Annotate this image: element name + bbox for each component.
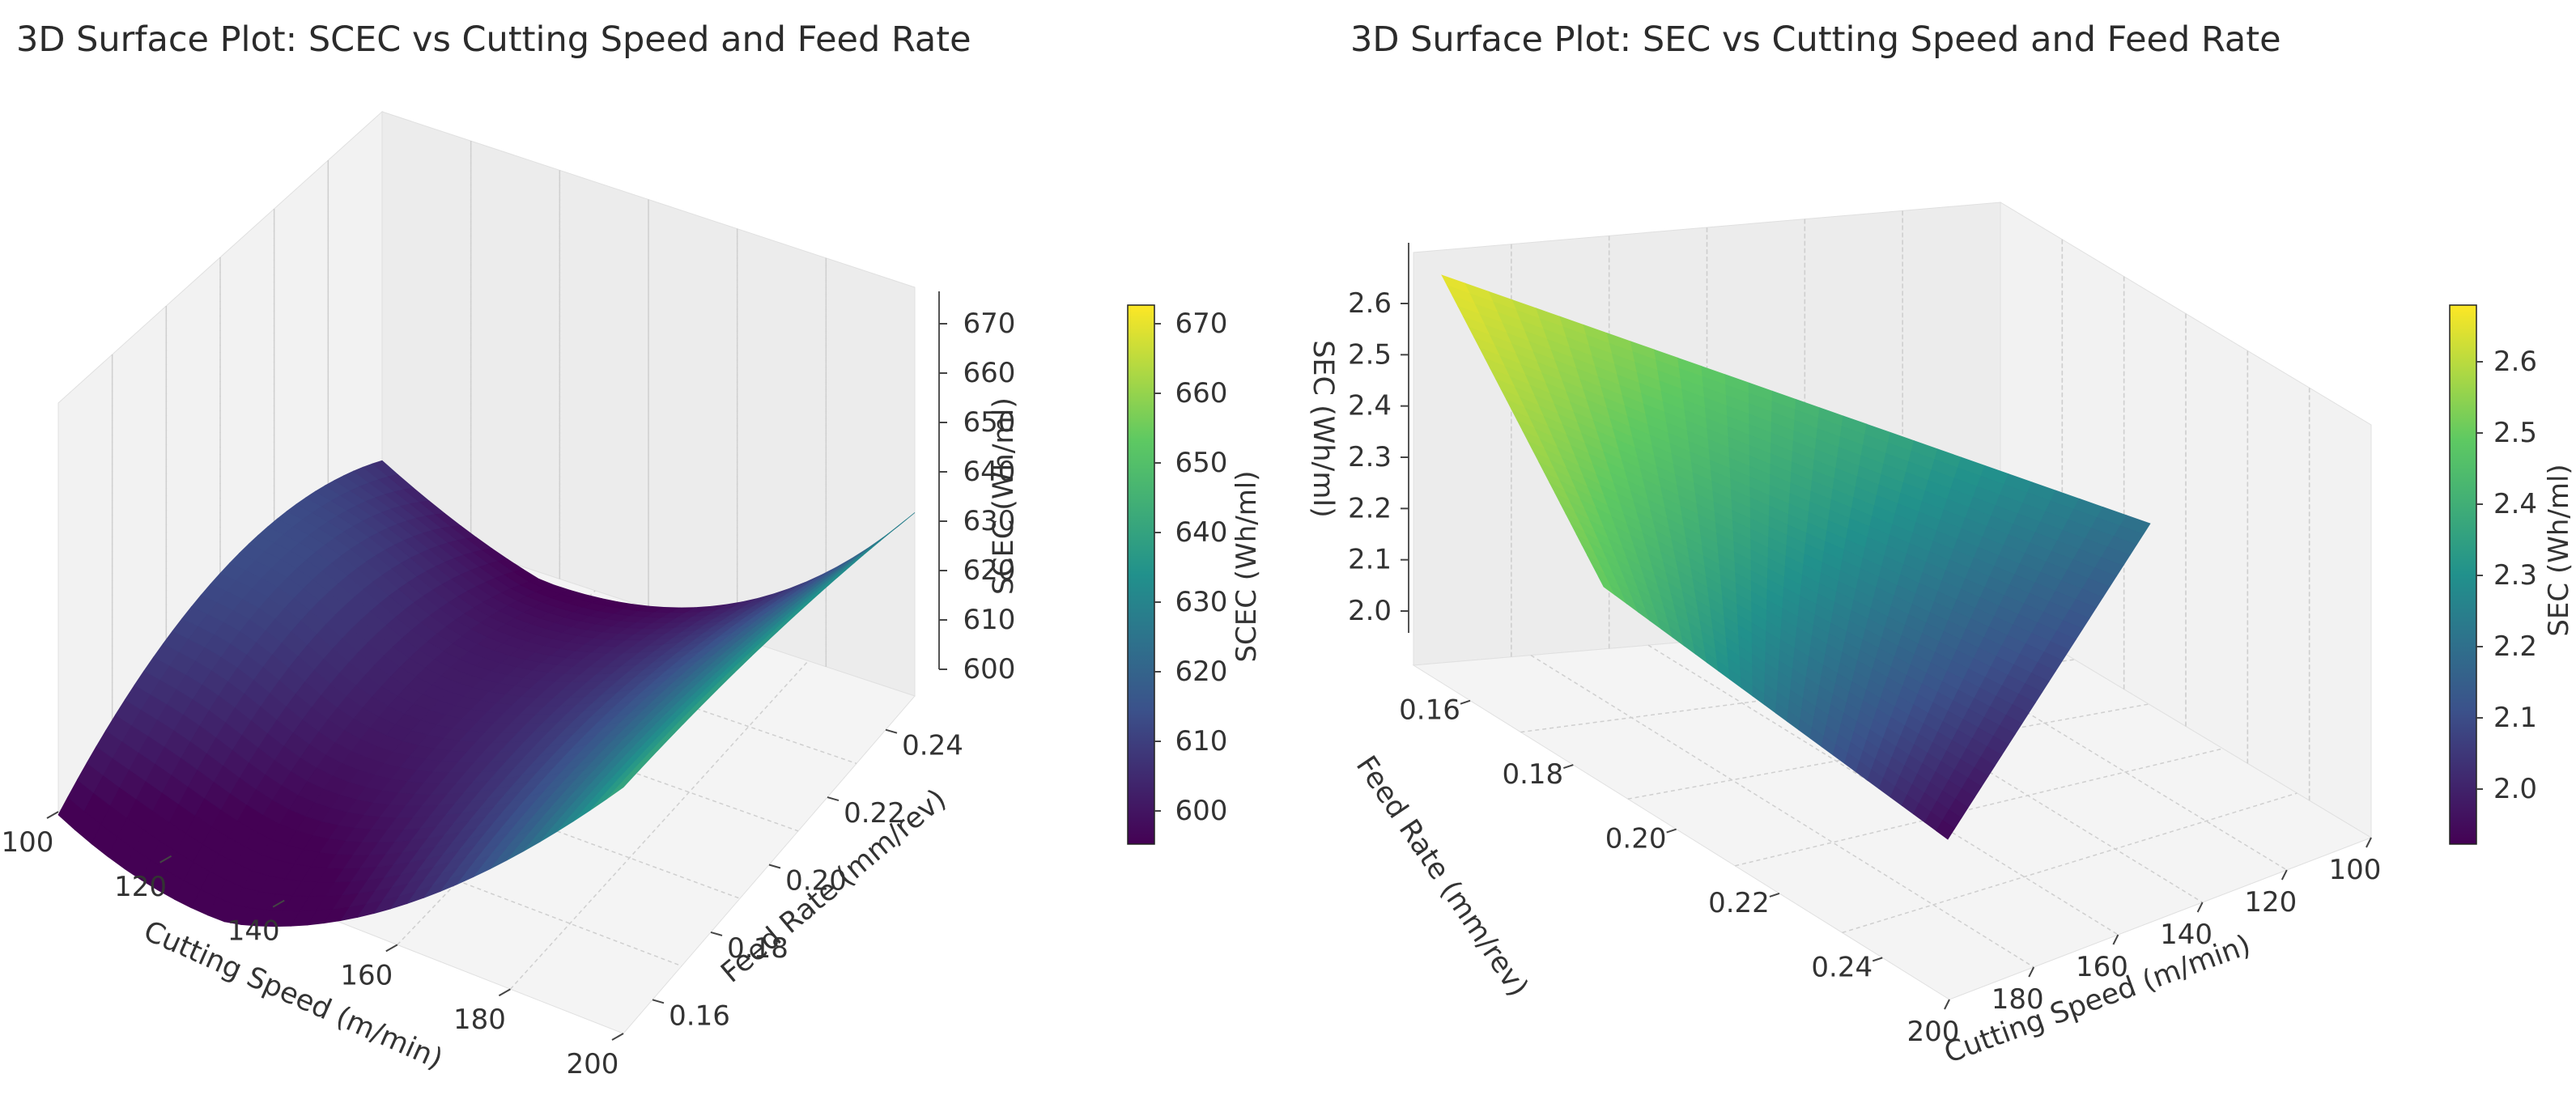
x-tick-label: 180 [1992, 983, 2044, 1016]
x-tick-label: 100 [2, 826, 54, 859]
colorbar-label: SCEC (Wh/ml) [1231, 470, 1263, 662]
x-tick-label: 180 [453, 1004, 506, 1036]
colorbar-tick-label: 600 [1175, 795, 1228, 827]
z-tick-label: 650 [963, 406, 1016, 439]
colorbar-label: SEC (Wh/ml) [2543, 464, 2575, 636]
z-tick-label: 660 [963, 357, 1016, 389]
z-tick-label: 2.2 [1348, 492, 1392, 524]
colorbar-tick-label: 2.4 [2493, 488, 2537, 520]
y-tick-label: 0.18 [727, 932, 789, 965]
z-tick-label: 2.0 [1348, 595, 1392, 627]
surface-facet [890, 512, 916, 533]
y-tick-mark [827, 796, 840, 802]
z-tick-label: 630 [963, 505, 1016, 537]
colorbar-tick-label: 610 [1175, 725, 1228, 758]
scec-surface-plot: 100 120 140 160 180 200 0.16 0.18 0.20 0.22 0.24 60… [2, 110, 1263, 1080]
x-tick-mark [46, 811, 59, 819]
y-tick-mark [768, 864, 781, 869]
x-tick-mark [2112, 934, 2119, 945]
y-tick-mark [710, 931, 723, 936]
z-tick-label: 600 [963, 653, 1016, 685]
y-tick-mark [1769, 893, 1780, 898]
colorbar-tick-label: 660 [1175, 377, 1228, 410]
y-tick-label: 0.22 [1708, 887, 1770, 919]
z-tick-label: 620 [963, 554, 1016, 587]
x-tick-mark [611, 1033, 624, 1041]
colorbar-tick-label: 2.5 [2493, 417, 2537, 449]
z-axis-label: SCEC (Wh/ml) [988, 397, 1020, 595]
x-tick-label: 200 [567, 1048, 619, 1080]
z-tick-label: 640 [963, 456, 1016, 488]
z-axis-label: SEC (Wh/ml) [1307, 340, 1339, 518]
z-tick-label: 2.1 [1348, 544, 1392, 576]
x-tick-mark [498, 988, 511, 997]
colorbar-tick-label: 640 [1175, 516, 1228, 549]
sec-surface-plot: 2.0 2.1 2.2 2.3 2.4 2.5 2.6 0.16 0.18 0.20 0.22 0.2… [1307, 202, 2575, 1070]
scec-chart-panel: 3D Surface Plot: SCEC vs Cutting Speed a… [2, 19, 1263, 1080]
y-tick-label: 0.16 [669, 1000, 730, 1032]
colorbar-tick-label: 2.2 [2493, 630, 2537, 663]
y-tick-label: 0.22 [844, 797, 905, 830]
y-tick-label: 0.24 [1811, 951, 1872, 983]
sec-surface [1441, 274, 2151, 840]
y-tick-label: 0.18 [1502, 758, 1563, 791]
colorbar-tick-label: 670 [1175, 308, 1228, 340]
x-tick-label: 200 [1907, 1016, 1960, 1048]
y-tick-label: 0.24 [902, 730, 963, 762]
y-tick-mark [1872, 957, 1883, 962]
z-tick-label: 2.4 [1348, 390, 1392, 422]
colorbar-tick-label: 620 [1175, 656, 1228, 688]
surface-facet [1936, 820, 1955, 840]
y-tick-label: 0.20 [785, 865, 847, 898]
grid-line [1530, 654, 2034, 968]
z-tick-label: 2.5 [1348, 338, 1392, 371]
x-tick-mark [272, 899, 285, 908]
y-tick-mark [652, 999, 665, 1004]
x-tick-label: 120 [2244, 886, 2297, 919]
z-tick-label: 670 [963, 308, 1016, 340]
y-tick-label: 0.16 [1399, 694, 1460, 727]
x-tick-label: 120 [114, 871, 167, 903]
grid-line [1882, 624, 2288, 871]
y-tick-label: 0.20 [1605, 823, 1667, 855]
y-tick-mark [1666, 828, 1677, 834]
grid-line [1735, 748, 2223, 867]
x-tick-mark [385, 944, 398, 953]
z-tick-label: 2.3 [1348, 441, 1392, 473]
x-tick-label: 140 [227, 915, 280, 948]
colorbar-tick-label: 650 [1175, 447, 1228, 479]
x-tick-mark [2028, 966, 2035, 978]
y-tick-mark [1460, 699, 1471, 705]
grid-line [1842, 792, 2298, 934]
x-tick-mark [2366, 837, 2372, 848]
x-tick-mark [2196, 902, 2204, 913]
z-tick-label: 610 [963, 604, 1016, 636]
x-tick-mark [159, 855, 172, 864]
grid-line [509, 660, 809, 990]
sec-chart-panel: 3D Surface Plot: SEC vs Cutting Speed an… [1288, 0, 2576, 1095]
scec-surface [57, 460, 916, 927]
colorbar-tick-label: 2.3 [2493, 559, 2537, 592]
x-tick-label: 160 [2076, 951, 2128, 983]
colorbar-tick-label: 630 [1175, 586, 1228, 618]
x-tick-label: 160 [340, 959, 393, 991]
grid-line [1647, 644, 2119, 936]
scec-chart-title: 3D Surface Plot: SCEC vs Cutting Speed a… [16, 19, 971, 60]
sec-chart-title: 3D Surface Plot: SEC vs Cutting Speed an… [1350, 19, 2281, 60]
colorbar [2449, 304, 2477, 845]
y-tick-mark [1563, 764, 1574, 770]
x-tick-label: 100 [2329, 854, 2382, 886]
x-tick-mark [2281, 869, 2288, 881]
colorbar-tick-label: 2.6 [2493, 346, 2537, 378]
x-tick-mark [1944, 999, 1950, 1010]
x-tick-label: 140 [2160, 919, 2213, 951]
colorbar-tick-label: 2.1 [2493, 702, 2537, 734]
colorbar-tick-label: 2.0 [2493, 773, 2537, 805]
colorbar [1127, 304, 1155, 845]
y-tick-mark [885, 728, 898, 734]
z-tick-label: 2.6 [1348, 287, 1392, 320]
